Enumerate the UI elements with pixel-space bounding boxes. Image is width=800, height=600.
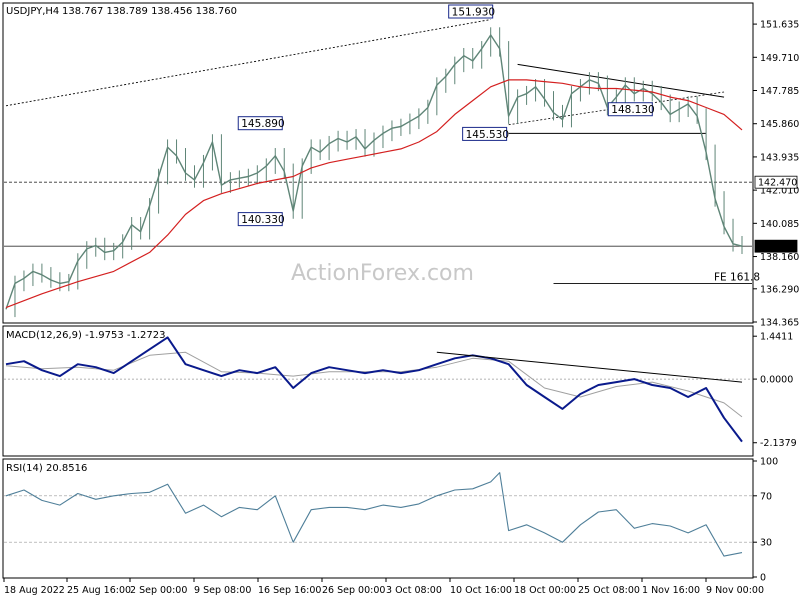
annotation-4: 148.130 <box>611 104 654 116</box>
axis-layer: 151.635 149.710 147.785 145.860 143.935 142.0… <box>3 20 799 596</box>
xtick-label: 18 Aug 2022 <box>4 585 65 596</box>
price-ytick-label: 142.010 <box>760 186 799 197</box>
xtick-label: 10 Oct 16:00 <box>450 585 512 596</box>
price-ytick-label: 143.935 <box>760 152 799 163</box>
rsi-ytick-label: 0 <box>760 573 766 584</box>
xtick-label: 25 Oct 08:00 <box>578 585 640 596</box>
price-ytick-label: 149.710 <box>760 53 799 64</box>
rsi-ytick-label: 70 <box>760 491 772 502</box>
xtick-label: 2 Sep 00:00 <box>130 585 187 596</box>
price-ytick-label: 136.290 <box>760 284 799 295</box>
macd-line <box>5 336 743 443</box>
annotation-box-2 <box>237 212 283 227</box>
xtick-label: 16 Sep 16:00 <box>258 585 321 596</box>
macd-trendline <box>436 351 743 383</box>
level-label-box-1 <box>754 239 798 253</box>
price-line <box>5 34 743 310</box>
watermark: ActionForex.com <box>291 261 474 286</box>
xtick-label: 9 Sep 08:00 <box>194 585 251 596</box>
rsi-line <box>5 472 743 557</box>
macd-title: MACD(12,26,9) -1.9753 -1.2723 <box>6 330 166 341</box>
level-label-0: 142.470 <box>758 178 797 189</box>
rsi-ytick-label: 100 <box>760 457 778 468</box>
price-panel <box>2 2 754 324</box>
price-ytick-label: 145.860 <box>760 119 799 130</box>
rsi-title: RSI(14) 20.8516 <box>6 463 87 474</box>
annotation-2: 140.330 <box>241 214 284 226</box>
price-layer: FE 161.8 151.930 145.890 140.330 145.530 148.… <box>4 4 760 318</box>
price-ytick-label: 151.635 <box>760 20 799 31</box>
annotation-0: 151.930 <box>452 7 495 19</box>
price-ytick-label: 140.085 <box>760 219 799 230</box>
xtick-label: 9 Nov 00:00 <box>706 585 764 596</box>
chart-ohlc: 138.767 138.789 138.456 138.760 <box>62 6 237 17</box>
macd-ytick-label: 0.0000 <box>760 375 793 386</box>
macd-ytick-label: 1.4411 <box>760 332 793 343</box>
fe-label: FE 161.8 <box>714 271 760 283</box>
level-label-1: 138.760 <box>758 242 797 253</box>
annotation-box-0 <box>448 4 494 19</box>
price-ytick-label: 147.785 <box>760 86 799 97</box>
moving-average-line <box>5 79 743 309</box>
xtick-label: 25 Aug 16:00 <box>67 585 131 596</box>
annotation-box-3 <box>462 126 508 141</box>
annotation-3: 145.530 <box>466 129 509 141</box>
annotation-box-1 <box>237 116 283 131</box>
xtick-label: 1 Nov 16:00 <box>642 585 700 596</box>
macd-layer <box>4 336 752 443</box>
macd-ytick-label: -2.1379 <box>760 438 797 449</box>
annotation-box-4 <box>607 102 653 117</box>
xtick-label: 3 Oct 08:00 <box>386 585 442 596</box>
xtick-label: 18 Oct 00:00 <box>514 585 576 596</box>
triangle-upper-line <box>517 63 725 98</box>
macd-panel <box>2 325 754 457</box>
chart-symbol: USDJPY,H4 <box>6 6 59 17</box>
price-ytick-label: 138.160 <box>760 252 799 263</box>
price-ytick-label: 134.365 <box>760 318 799 329</box>
level-label-box-0 <box>754 175 798 189</box>
rsi-panel <box>2 458 754 579</box>
rsi-ytick-label: 30 <box>760 538 772 549</box>
rsi-layer <box>4 472 752 557</box>
xtick-label: 26 Sep 00:00 <box>322 585 385 596</box>
annotation-1: 145.890 <box>241 118 284 130</box>
macd-signal-line <box>5 351 743 418</box>
